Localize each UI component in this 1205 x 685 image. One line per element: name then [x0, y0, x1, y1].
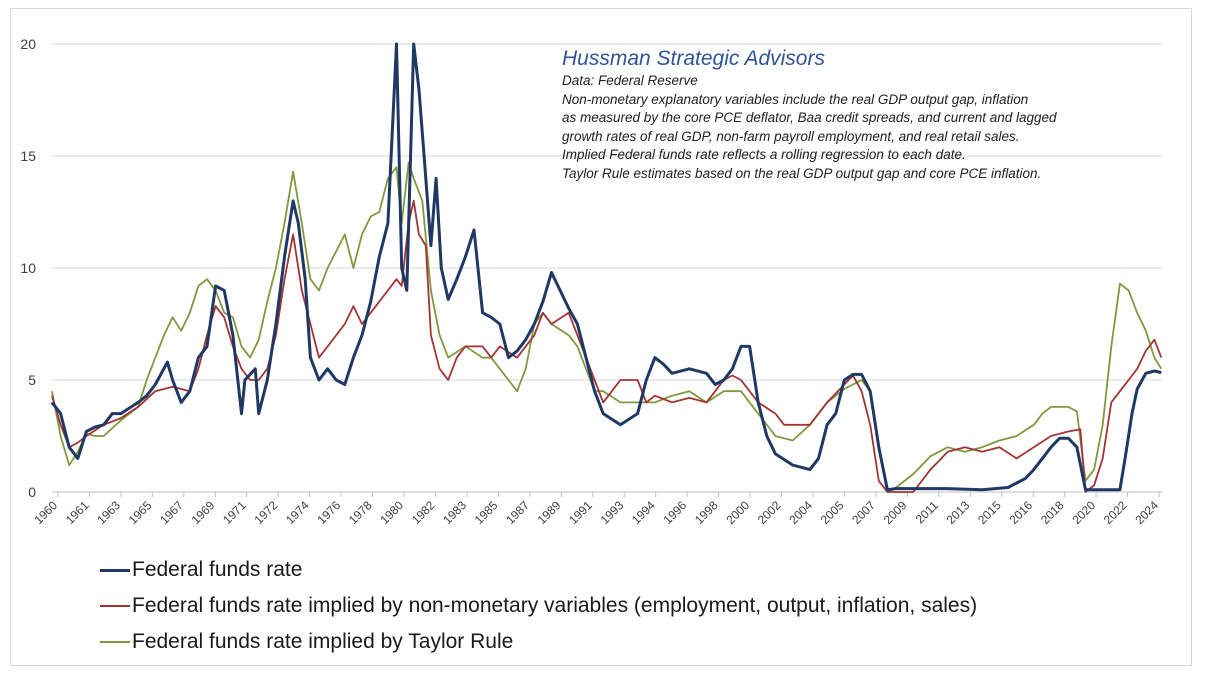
x-tick-label: 1965: [126, 498, 155, 527]
legend-item-non-monetary: Federal funds rate implied by non-moneta…: [100, 588, 977, 624]
annotation-line: Taylor Rule estimates based on the real …: [562, 165, 1042, 181]
x-tick-label: 2011: [913, 498, 941, 526]
x-axis: 1960 1961 1963 1965 1967 1969 1971 1972 1974 1976…: [31, 492, 1161, 527]
x-tick-label: 1963: [94, 498, 123, 527]
series-line-1: [51, 199, 1163, 493]
x-tick-label: 2000: [723, 498, 752, 527]
legend-label: Federal funds rate implied by non-moneta…: [132, 594, 978, 617]
x-tick-label: 1961: [63, 498, 92, 527]
y-tick-label: 0: [28, 484, 36, 500]
x-tick-label: 1978: [346, 498, 375, 527]
x-tick-label: 2015: [975, 498, 1004, 527]
x-tick-label: 1980: [377, 498, 406, 527]
series-line-2: [51, 161, 1163, 493]
x-tick-label: 2022: [1101, 498, 1130, 527]
x-tick-label: 1960: [31, 498, 60, 527]
series-line-0: [50, 42, 1162, 492]
x-tick-label: 1994: [629, 498, 658, 527]
x-tick-label: 1974: [283, 498, 312, 527]
x-tick-label: 1972: [252, 498, 281, 527]
annotation-line: growth rates of real GDP, non-farm payro…: [562, 128, 1020, 144]
y-tick-label: 5: [28, 372, 36, 388]
x-tick-label: 2024: [1132, 498, 1161, 527]
x-tick-label: 2002: [755, 498, 784, 527]
y-tick-label: 10: [20, 260, 36, 276]
x-tick-label: 1996: [660, 498, 689, 527]
y-tick-label: 15: [20, 148, 36, 164]
x-tick-label: 1987: [503, 498, 532, 527]
annotation-line: Data: Federal Reserve: [562, 73, 698, 88]
annotation-line: as measured by the core PCE deflator, Ba…: [562, 110, 1057, 126]
legend-label: Federal funds rate: [132, 558, 303, 581]
x-tick-label: 1993: [598, 498, 627, 527]
legend: Federal funds rate Federal funds rate im…: [100, 552, 977, 660]
x-tick-label: 2005: [818, 498, 847, 527]
x-tick-label: 1971: [220, 498, 249, 527]
x-tick-label: 2020: [1069, 498, 1098, 527]
legend-item-fed-funds: Federal funds rate: [100, 552, 977, 588]
chart-annotation: Hussman Strategic Advisors Data: Federal…: [562, 46, 1162, 184]
legend-swatch: [100, 605, 130, 607]
legend-label: Federal funds rate implied by Taylor Rul…: [132, 630, 514, 653]
annotation-line: Non-monetary explanatory variables inclu…: [562, 91, 1029, 107]
x-tick-label: 2013: [944, 498, 973, 527]
x-tick-label: 2009: [881, 498, 910, 527]
x-tick-label: 1967: [157, 498, 186, 527]
x-tick-label: 1991: [566, 498, 595, 527]
x-tick-label: 1998: [692, 498, 721, 527]
x-tick-label: 1983: [440, 498, 469, 527]
x-tick-label: 1976: [314, 498, 343, 527]
y-axis-ticks: 0 5 10 15 20: [20, 36, 36, 500]
legend-swatch: [100, 568, 130, 572]
x-tick-label: 2007: [849, 498, 878, 527]
x-tick-label: 2018: [1038, 498, 1067, 527]
legend-item-taylor-rule: Federal funds rate implied by Taylor Rul…: [100, 624, 977, 660]
y-tick-label: 20: [20, 36, 36, 52]
annotation-org: Hussman Strategic Advisors: [562, 47, 825, 70]
x-tick-label: 1985: [472, 498, 501, 527]
x-tick-label: 2016: [1007, 498, 1036, 527]
x-tick-label: 2004: [786, 498, 815, 527]
annotation-line: Implied Federal funds rate reflects a ro…: [562, 147, 966, 163]
x-tick-label: 1989: [535, 498, 564, 527]
x-tick-label: 1982: [409, 498, 438, 527]
series-lines: [50, 42, 1163, 493]
x-tick-label: 1969: [189, 498, 218, 527]
legend-swatch: [100, 641, 130, 643]
